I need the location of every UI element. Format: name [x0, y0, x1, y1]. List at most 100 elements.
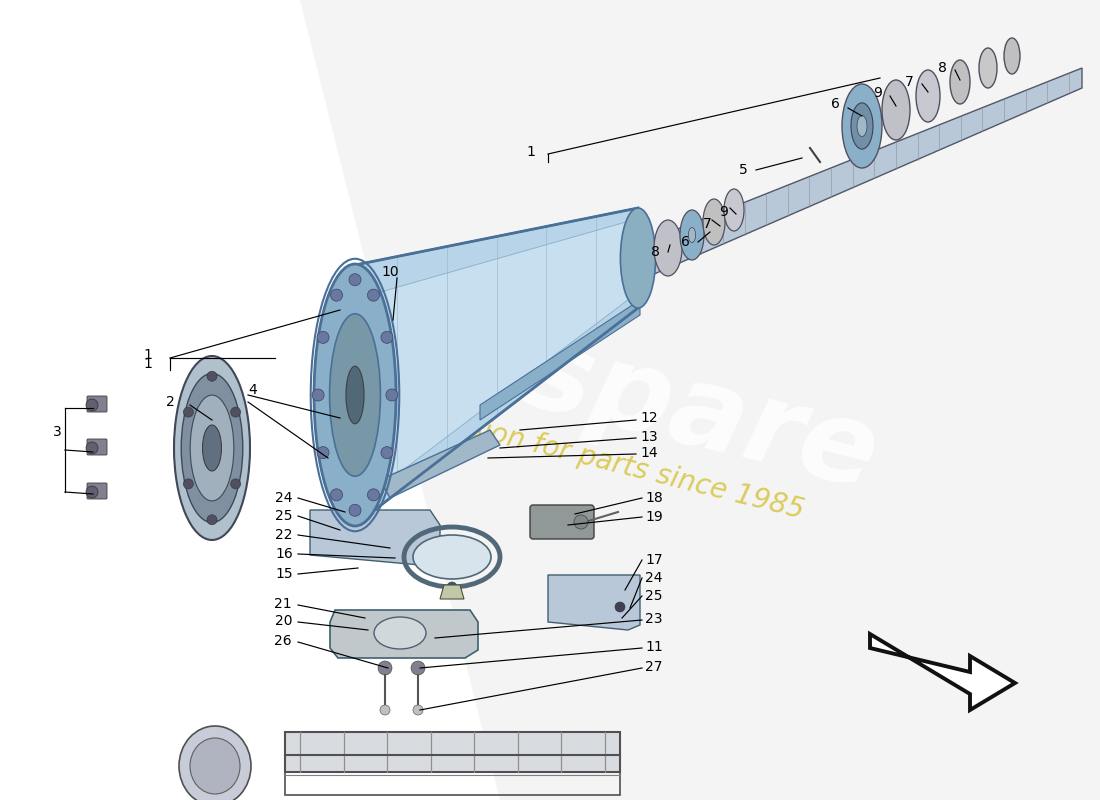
- Ellipse shape: [689, 227, 695, 242]
- Text: 6: 6: [832, 97, 840, 111]
- Text: 14: 14: [640, 446, 658, 460]
- FancyBboxPatch shape: [87, 439, 107, 455]
- Circle shape: [379, 705, 390, 715]
- Text: 5: 5: [739, 163, 748, 177]
- Text: 20: 20: [275, 614, 292, 628]
- Ellipse shape: [314, 264, 396, 526]
- Ellipse shape: [916, 70, 940, 122]
- Text: 22: 22: [275, 528, 293, 542]
- Polygon shape: [379, 430, 500, 498]
- Text: 10: 10: [382, 265, 399, 279]
- Ellipse shape: [680, 210, 704, 260]
- Circle shape: [367, 289, 380, 301]
- Polygon shape: [355, 208, 638, 525]
- Circle shape: [381, 331, 393, 343]
- Circle shape: [349, 274, 361, 286]
- Circle shape: [349, 504, 361, 516]
- Polygon shape: [645, 68, 1082, 278]
- Polygon shape: [355, 208, 638, 277]
- Circle shape: [367, 489, 380, 501]
- Circle shape: [574, 515, 589, 529]
- Ellipse shape: [346, 366, 364, 424]
- FancyBboxPatch shape: [87, 396, 107, 412]
- Text: 23: 23: [645, 612, 662, 626]
- Circle shape: [207, 514, 217, 525]
- Text: 17: 17: [645, 553, 662, 567]
- Circle shape: [386, 389, 398, 401]
- FancyBboxPatch shape: [530, 505, 594, 539]
- Ellipse shape: [703, 199, 725, 245]
- Circle shape: [86, 442, 98, 454]
- Polygon shape: [300, 0, 1100, 800]
- Ellipse shape: [654, 220, 682, 276]
- Text: 21: 21: [274, 597, 292, 611]
- Ellipse shape: [202, 425, 221, 471]
- Circle shape: [378, 661, 392, 675]
- Circle shape: [330, 489, 342, 501]
- Circle shape: [317, 331, 329, 343]
- Polygon shape: [330, 610, 478, 658]
- Ellipse shape: [950, 60, 970, 104]
- Ellipse shape: [851, 103, 873, 149]
- Text: 1: 1: [143, 348, 152, 362]
- FancyBboxPatch shape: [87, 483, 107, 499]
- Text: 16: 16: [275, 547, 293, 561]
- Circle shape: [231, 407, 241, 417]
- Circle shape: [411, 661, 425, 675]
- Polygon shape: [285, 732, 620, 772]
- Circle shape: [381, 446, 393, 458]
- Text: 6: 6: [681, 235, 690, 249]
- Ellipse shape: [174, 356, 250, 540]
- Ellipse shape: [882, 80, 910, 140]
- Text: 24: 24: [645, 571, 662, 585]
- Circle shape: [231, 479, 241, 489]
- Text: 9: 9: [719, 205, 728, 219]
- Text: 8: 8: [651, 245, 660, 259]
- Polygon shape: [480, 300, 640, 420]
- Ellipse shape: [190, 738, 240, 794]
- Circle shape: [615, 602, 625, 612]
- Text: 24: 24: [275, 491, 293, 505]
- Ellipse shape: [724, 189, 744, 231]
- Polygon shape: [310, 510, 440, 565]
- Circle shape: [184, 479, 194, 489]
- Text: 3: 3: [53, 425, 62, 439]
- Text: 18: 18: [645, 491, 662, 505]
- Text: 11: 11: [645, 640, 662, 654]
- Ellipse shape: [620, 208, 656, 308]
- Text: 2: 2: [166, 395, 175, 409]
- Ellipse shape: [412, 535, 491, 579]
- Text: 26: 26: [274, 634, 292, 648]
- Text: 7: 7: [703, 217, 712, 231]
- Text: 27: 27: [645, 660, 662, 674]
- Text: 12: 12: [640, 411, 658, 425]
- Polygon shape: [440, 585, 464, 599]
- Text: 25: 25: [275, 509, 293, 523]
- Circle shape: [312, 389, 324, 401]
- Polygon shape: [870, 634, 1015, 710]
- Ellipse shape: [979, 48, 997, 88]
- Ellipse shape: [330, 314, 381, 476]
- Text: 4: 4: [248, 383, 256, 397]
- Polygon shape: [548, 575, 640, 630]
- Text: eurospare: eurospare: [230, 247, 890, 513]
- Text: 7: 7: [905, 75, 914, 89]
- Text: 1: 1: [526, 145, 535, 159]
- Text: 8: 8: [938, 61, 947, 75]
- Ellipse shape: [190, 395, 234, 501]
- Ellipse shape: [182, 374, 243, 522]
- Text: 1: 1: [143, 357, 152, 371]
- Circle shape: [317, 446, 329, 458]
- Circle shape: [340, 507, 350, 517]
- Circle shape: [86, 486, 98, 498]
- Circle shape: [184, 407, 194, 417]
- Circle shape: [412, 705, 424, 715]
- Circle shape: [207, 371, 217, 382]
- Text: 25: 25: [645, 589, 662, 603]
- Ellipse shape: [857, 115, 867, 137]
- Text: 15: 15: [275, 567, 293, 581]
- Text: 13: 13: [640, 430, 658, 444]
- Polygon shape: [370, 220, 632, 495]
- Ellipse shape: [842, 84, 882, 168]
- Ellipse shape: [374, 617, 426, 649]
